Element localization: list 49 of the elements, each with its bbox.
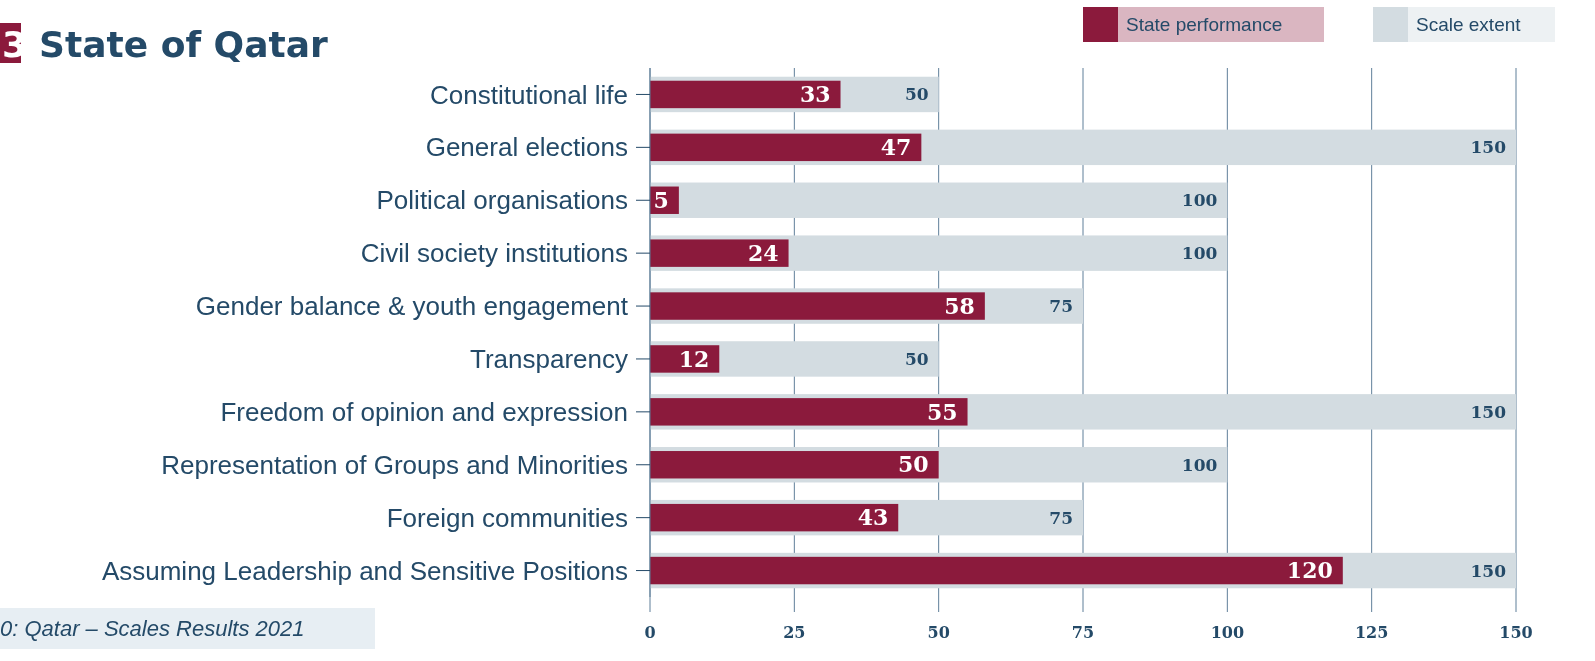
text: 0: Qatar – Scales Results 2021 bbox=[0, 615, 305, 641]
bar bbox=[650, 503, 899, 532]
data-label: 24 bbox=[747, 239, 779, 266]
y-tick-label: Constitutional life bbox=[430, 79, 628, 110]
y-tick-label: Assuming Leadership and Sensitive Positions bbox=[101, 555, 628, 586]
data-label: 100 bbox=[1181, 454, 1218, 475]
y-tick-label: Transparency bbox=[470, 344, 628, 375]
y-tick-label: Freedom of opinion and expression bbox=[220, 396, 628, 427]
bar bbox=[650, 239, 789, 267]
data-label: 100 bbox=[1181, 190, 1218, 211]
data-label: 100 bbox=[1181, 243, 1218, 264]
y-tick-label: General elections bbox=[425, 132, 628, 163]
data-label: 43 bbox=[857, 504, 889, 531]
x-tick-label: 150 bbox=[1499, 623, 1533, 642]
y-tick-label: Civil society institutions bbox=[360, 238, 628, 269]
bar bbox=[650, 398, 968, 426]
data-label: 150 bbox=[1470, 401, 1507, 422]
data-label: 75 bbox=[1049, 296, 1073, 316]
bar bbox=[650, 133, 922, 162]
legend-label: Scale extent bbox=[1416, 14, 1522, 36]
bar bbox=[650, 556, 1343, 585]
data-label: 58 bbox=[944, 292, 975, 319]
y-tick-label: Foreign communities bbox=[386, 502, 628, 533]
x-tick-label: 75 bbox=[1071, 623, 1095, 642]
data-label: 120 bbox=[1286, 557, 1333, 584]
data-label: 33 bbox=[799, 81, 831, 108]
bar bbox=[650, 80, 841, 109]
y-tick-label: Political organisations bbox=[376, 185, 628, 216]
data-label: 50 bbox=[904, 84, 929, 105]
data-label: 150 bbox=[1470, 560, 1507, 581]
legend-label: State performance bbox=[1126, 14, 1283, 36]
x-tick-label: 125 bbox=[1354, 623, 1389, 642]
bar bbox=[650, 182, 1228, 218]
data-label: 12 bbox=[678, 345, 710, 372]
data-label: 50 bbox=[904, 348, 929, 369]
x-tick-label: 0 bbox=[644, 623, 656, 642]
x-tick-label: 25 bbox=[783, 623, 806, 642]
data-label: 55 bbox=[926, 398, 958, 425]
bar bbox=[650, 292, 985, 320]
data-label: 75 bbox=[1049, 507, 1073, 528]
data-label: 150 bbox=[1470, 137, 1507, 158]
data-label: 5 bbox=[653, 186, 669, 213]
data-label: 50 bbox=[898, 451, 929, 478]
x-tick-label: 50 bbox=[927, 623, 950, 642]
y-tick-label: Representation of Groups and Minorities bbox=[161, 449, 628, 480]
bar bbox=[650, 451, 939, 479]
y-tick-label: Gender balance & youth engagement bbox=[195, 291, 629, 322]
data-label: 47 bbox=[880, 134, 912, 161]
x-tick-label: 100 bbox=[1210, 623, 1245, 642]
